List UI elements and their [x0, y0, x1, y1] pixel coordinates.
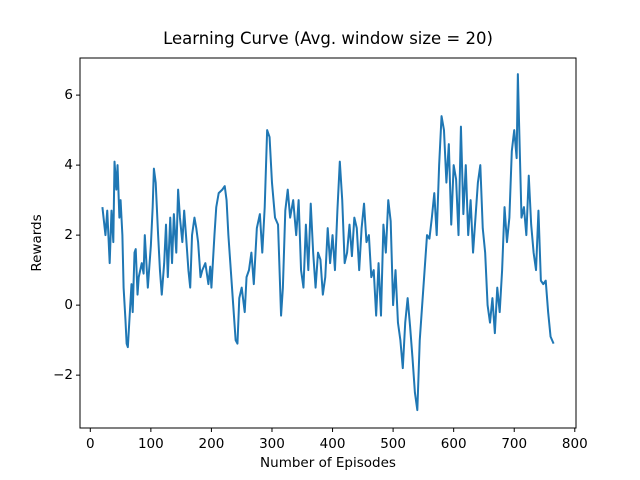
- y-tick-label: 6: [64, 87, 73, 103]
- x-tick-label: 300: [259, 436, 285, 452]
- y-axis-label: Rewards: [29, 214, 45, 271]
- x-tick-label: 100: [138, 436, 164, 452]
- y-tick-label: 2: [64, 227, 73, 243]
- x-tick-label: 400: [320, 436, 346, 452]
- axes-frame: [79, 57, 577, 429]
- x-tick-label: 500: [380, 436, 406, 452]
- y-tick-label: 0: [64, 297, 73, 313]
- y-tick-label: 4: [64, 157, 73, 173]
- x-tick-label: 0: [86, 436, 95, 452]
- x-tick-label: 200: [199, 436, 225, 452]
- x-tick-label: 600: [441, 436, 467, 452]
- chart-title: Learning Curve (Avg. window size = 20): [163, 29, 493, 48]
- line: [101, 73, 555, 412]
- x-axis-label: Number of Episodes: [260, 455, 396, 471]
- x-tick-label: 700: [501, 436, 527, 452]
- y-tick-label: −2: [53, 367, 73, 383]
- x-tick-label: 800: [562, 436, 588, 452]
